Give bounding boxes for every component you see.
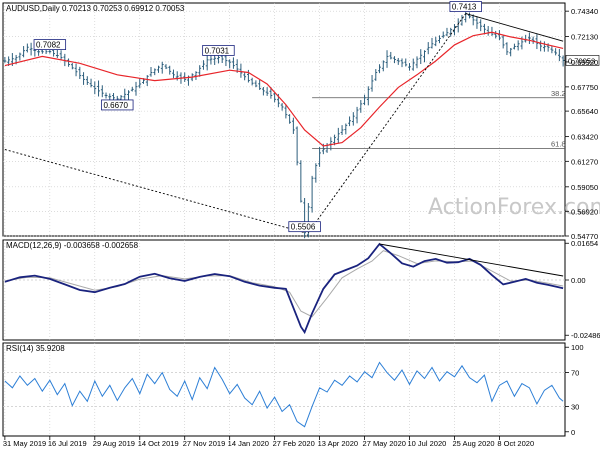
price-y-tick-label: 0.54770 [571,232,598,241]
x-tick-label: 13 Apr 2020 [318,439,358,448]
macd-y-tick-label: -0.02486 [571,331,600,340]
price-trendline [465,13,564,42]
price-y-tick-label: 0.59050 [571,183,598,192]
x-tick-label: 25 Aug 2020 [452,439,494,448]
rsi-y-tick-label: 70 [571,369,579,378]
fib-level-label: 61.8 [551,139,566,148]
price-y-tick-label: 0.65640 [571,107,598,116]
price-annotation-box [101,99,134,111]
price-annotation-box [33,39,67,50]
x-tick-label: 14 Oct 2019 [138,439,179,448]
macd-line [4,242,564,335]
last-price-label: 0.70053 [568,56,595,65]
fib-level-label: 38.2 [551,89,566,98]
macd-trendline [379,243,564,277]
price-y-tick-label: 0.74340 [571,7,598,16]
x-tick-label: 8 Oct 2020 [497,439,534,448]
price-panel-frame [2,2,566,237]
moving-average-line [4,31,564,147]
rsi-y-tick-label: 30 [571,402,579,411]
grid-lines [3,3,565,436]
axis-labels: 31 May 2019 16 Jul 2019 29 Aug 2019 14 Oct … [3,7,600,448]
price-annotation-label: 0.5506 [291,223,316,232]
x-tick-label: 31 May 2019 [3,439,46,448]
price-y-tick-label: 0.61270 [571,157,598,166]
rsi-panel-header: RSI(14) 35.9208 [6,344,65,353]
rsi-panel-frame [2,342,566,437]
rsi-y-tick-label: 100 [571,343,584,352]
macd-y-tick-label: 0.01654 [571,239,598,248]
macd-signal-line [4,250,564,318]
x-tick-label: 14 Jan 2020 [228,439,269,448]
price-trendline [307,13,467,233]
price-y-tick-label: 0.56920 [571,207,598,216]
price-panel-header: AUDUSD,Daily 0.70213 0.70253 0.69912 0.7… [6,4,185,13]
rsi-y-tick-label: 0 [571,428,575,437]
last-price-tag [565,55,600,66]
x-tick-label: 29 Aug 2019 [93,439,135,448]
x-tick-label: 16 Jul 2019 [48,439,87,448]
chart-marks: 38.2 61.8 0.7082 0.6670 0.7031 0.5506 0.7413 0.… [3,1,600,428]
panel-frames [2,2,566,437]
price-y-tick-label: 0.72130 [571,33,598,42]
x-tick-label: 10 Jul 2020 [408,439,447,448]
price-y-tick-label: 0.67750 [571,83,598,92]
macd-panel-header: MACD(12,26,9) -0.003658 -0.002658 [6,241,139,250]
price-annotation-label: 0.7031 [205,46,230,55]
rsi-line [4,361,564,428]
price-annotation-box [449,1,482,12]
macd-panel-frame [2,239,566,341]
price-y-tick-label: 0.69920 [571,58,598,67]
macd-y-tick-label: 0.00 [571,276,586,285]
price-annotation-box [288,221,321,233]
price-trendline [4,149,305,234]
x-tick-label: 27 May 2020 [363,439,406,448]
x-tick-label: 27 Feb 2020 [273,439,315,448]
price-annotation-label: 0.7082 [36,41,61,50]
price-annotation-label: 0.6670 [103,101,128,110]
price-y-tick-label: 0.63420 [571,133,598,142]
watermark: ActionForex.com [428,195,600,220]
x-tick-label: 27 Nov 2019 [183,439,226,448]
price-annotation-label: 0.7413 [452,3,477,12]
price-annotation-box [202,45,235,56]
